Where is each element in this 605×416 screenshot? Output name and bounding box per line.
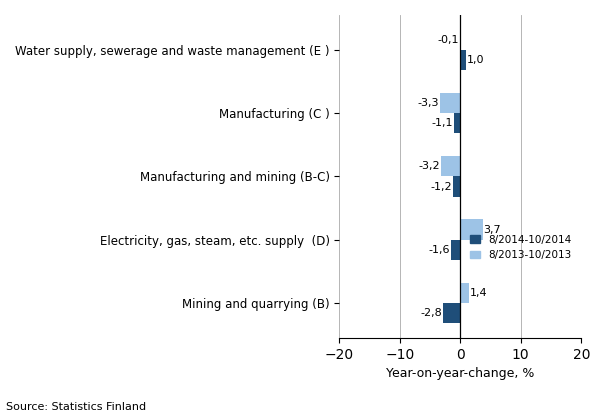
Text: 1,0: 1,0 (467, 55, 485, 65)
Text: -3,3: -3,3 (418, 98, 439, 108)
Bar (460, 283, 469, 303)
Text: -1,2: -1,2 (430, 182, 452, 192)
Text: 3,7: 3,7 (483, 225, 501, 235)
X-axis label: Year-on-year-change, %: Year-on-year-change, % (386, 367, 534, 380)
Legend: 8/2014-10/2014, 8/2013-10/2013: 8/2014-10/2014, 8/2013-10/2013 (466, 231, 576, 264)
Text: -3,2: -3,2 (418, 161, 440, 171)
Text: -1,6: -1,6 (428, 245, 450, 255)
Bar (443, 303, 460, 323)
Text: -2,8: -2,8 (420, 308, 442, 318)
Bar (440, 93, 460, 113)
Text: 1,4: 1,4 (469, 288, 487, 298)
Bar (460, 220, 483, 240)
Bar (460, 50, 466, 70)
Text: -1,1: -1,1 (431, 118, 453, 128)
Bar (453, 176, 460, 197)
Text: Source: Statistics Finland: Source: Statistics Finland (6, 402, 146, 412)
Bar (441, 156, 460, 176)
Bar (454, 113, 460, 134)
Bar (451, 240, 460, 260)
Text: -0,1: -0,1 (437, 35, 459, 45)
